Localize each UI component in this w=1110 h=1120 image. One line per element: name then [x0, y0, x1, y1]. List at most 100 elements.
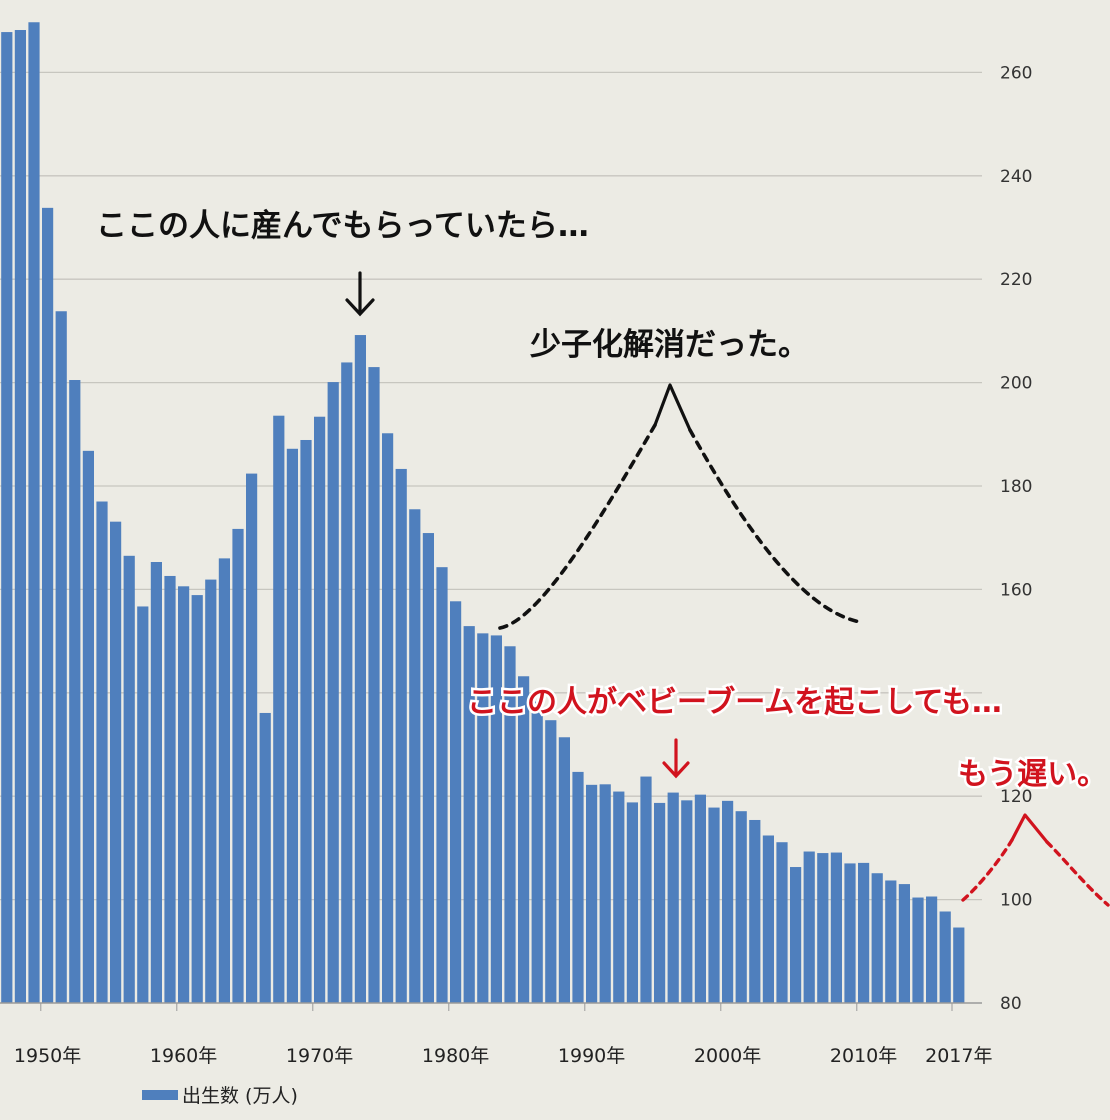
bar-1964 [232, 528, 244, 1003]
bar-1976 [395, 468, 407, 1003]
dotted-hump-right [688, 428, 862, 624]
bar-1986 [531, 701, 543, 1003]
bar-1984 [504, 646, 516, 1003]
bar-1956 [123, 555, 135, 1003]
bar-1982 [477, 633, 489, 1003]
bar-1952 [69, 380, 81, 1003]
bar-2012 [885, 880, 897, 1003]
y-tick-label: 160 [1000, 580, 1032, 600]
bar-1977 [409, 509, 421, 1003]
down-arrow-icon [345, 271, 375, 317]
bar-1948 [14, 30, 26, 1003]
bar-2008 [830, 852, 842, 1003]
bar-2013 [898, 884, 910, 1003]
dotted-hump-left [498, 423, 657, 630]
bar-1999 [708, 807, 720, 1003]
bar-1973 [354, 335, 366, 1003]
bar-2016 [939, 911, 951, 1003]
bar-1947 [1, 32, 13, 1003]
bar-1995 [654, 802, 666, 1003]
y-tick-labels: 80 100 120 160 180 200 220 240 260 [1000, 63, 1032, 1014]
x-tick-label: 1970年 [286, 1045, 353, 1067]
bar-1963 [218, 558, 230, 1003]
bar-2006 [803, 851, 815, 1003]
y-tick-label: 100 [1000, 891, 1032, 911]
y-tick-label: 240 [1000, 167, 1032, 187]
y-tick-label: 180 [1000, 477, 1032, 497]
bar-2003 [762, 835, 774, 1003]
down-arrow-icon [662, 738, 690, 779]
bar-2010 [858, 862, 870, 1003]
bar-1962 [205, 579, 217, 1003]
bar-1955 [110, 521, 122, 1003]
bar-1954 [96, 501, 108, 1003]
x-tick-labels: 1950年 1960年 1970年 1980年 1990年 2000年 2010年 2017年 [14, 1003, 992, 1067]
legend-swatch [142, 1090, 178, 1100]
annotation-top-text: ここの人に産んでもらっていたら… [96, 208, 589, 244]
bar-1949 [28, 22, 40, 1003]
bar-2017 [953, 927, 965, 1003]
x-tick-label: 1990年 [558, 1045, 625, 1067]
bar-2007 [817, 853, 829, 1003]
bar-1978 [422, 533, 434, 1003]
bar-2000 [722, 800, 734, 1003]
bar-1983 [490, 635, 502, 1003]
annotation-middle-text: 少子化解消だった。 [530, 327, 809, 363]
bar-series [1, 22, 965, 1004]
bar-1993 [626, 802, 638, 1003]
bar-1959 [164, 575, 176, 1003]
bar-2004 [776, 842, 788, 1003]
y-tick-label: 260 [1000, 63, 1032, 83]
annotation-red-text-2: もう遅い。 [958, 757, 1107, 792]
bar-1950 [42, 207, 54, 1004]
bar-1966 [259, 712, 271, 1003]
bar-1997 [681, 800, 693, 1003]
bar-1974 [368, 367, 380, 1004]
bar-1967 [273, 415, 285, 1003]
legend: 出生数 (万人) [142, 1085, 298, 1107]
bar-2001 [735, 811, 747, 1003]
bar-1957 [137, 606, 149, 1003]
annotations-red: ここの人がベビーブームを起こしても… もう遅い。 [465, 683, 1110, 907]
bar-2011 [871, 873, 883, 1003]
peak-caret-icon [653, 383, 692, 432]
bar-2014 [912, 897, 924, 1003]
annotation-red-text-1: ここの人がベビーブームを起こしても… [467, 685, 1002, 720]
bar-1985 [518, 676, 530, 1003]
dotted-hump-left [961, 838, 1014, 902]
bar-1975 [382, 433, 394, 1003]
x-tick-label: 1960年 [150, 1045, 217, 1067]
bar-1994 [640, 776, 652, 1003]
grid-lines [0, 71, 982, 901]
x-tick-label: 2017年 [925, 1045, 992, 1067]
x-tick-label: 2010年 [830, 1045, 897, 1067]
bar-1953 [82, 450, 94, 1004]
bar-1991 [599, 784, 611, 1003]
bar-1958 [150, 562, 162, 1003]
bar-1960 [178, 586, 190, 1003]
bar-2005 [790, 867, 802, 1003]
bar-1996 [667, 792, 679, 1003]
bar-1998 [694, 794, 706, 1003]
bar-1989 [572, 771, 584, 1003]
bar-1987 [545, 720, 557, 1003]
bar-1980 [450, 601, 462, 1003]
bar-1970 [314, 416, 326, 1004]
bar-1979 [436, 567, 448, 1003]
bar-1951 [55, 311, 67, 1003]
dotted-hump-right [1045, 840, 1110, 907]
peak-caret-icon [1010, 813, 1049, 844]
y-tick-label: 200 [1000, 374, 1032, 394]
bar-1981 [463, 626, 475, 1003]
bar-1969 [300, 439, 312, 1003]
bar-2015 [926, 896, 938, 1003]
bar-1992 [613, 791, 625, 1003]
bar-1988 [558, 737, 570, 1003]
bar-1961 [191, 595, 203, 1003]
x-tick-label: 1980年 [422, 1045, 489, 1067]
y-tick-label: 80 [1000, 994, 1022, 1014]
x-tick-label: 2000年 [694, 1045, 761, 1067]
y-tick-label: 120 [1000, 787, 1032, 807]
bar-1972 [341, 362, 353, 1003]
